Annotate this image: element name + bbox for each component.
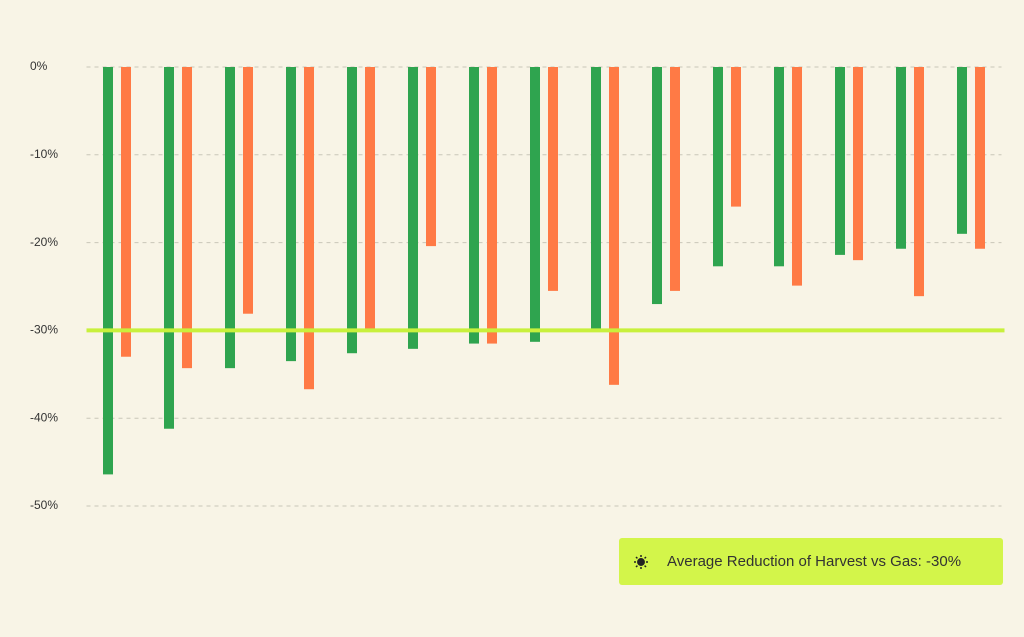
bar <box>957 67 967 234</box>
bar <box>408 67 418 349</box>
bar <box>225 67 235 369</box>
bar <box>652 67 662 305</box>
bar <box>591 67 601 332</box>
y-tick-label: -20% <box>30 235 58 249</box>
y-tick-label: -50% <box>30 498 58 512</box>
bar <box>853 67 863 261</box>
bar <box>914 67 924 297</box>
bar <box>286 67 296 362</box>
bar <box>548 67 558 291</box>
bar <box>835 67 845 255</box>
bar <box>774 67 784 267</box>
annotation: Average Reduction of Harvest vs Gas: -30… <box>667 553 961 570</box>
bar <box>469 67 479 344</box>
sun-icon <box>634 555 648 569</box>
bar <box>103 67 113 475</box>
bar <box>896 67 906 249</box>
y-tick-label: -10% <box>30 147 58 161</box>
bar <box>182 67 192 369</box>
bar <box>347 67 357 354</box>
bar <box>121 67 131 357</box>
bar <box>530 67 540 342</box>
bar <box>304 67 314 390</box>
bar <box>365 67 375 329</box>
bar <box>975 67 985 249</box>
bar <box>731 67 741 207</box>
bar <box>713 67 723 267</box>
y-tick-label: 0% <box>30 59 48 73</box>
bar <box>164 67 174 429</box>
y-tick-label: -30% <box>30 323 58 337</box>
annotation-box <box>619 538 1003 585</box>
y-tick-label: -40% <box>30 410 58 424</box>
bar <box>609 67 619 385</box>
bar <box>792 67 802 286</box>
bar <box>243 67 253 314</box>
bar <box>487 67 497 344</box>
bar <box>426 67 436 247</box>
bar <box>670 67 680 291</box>
